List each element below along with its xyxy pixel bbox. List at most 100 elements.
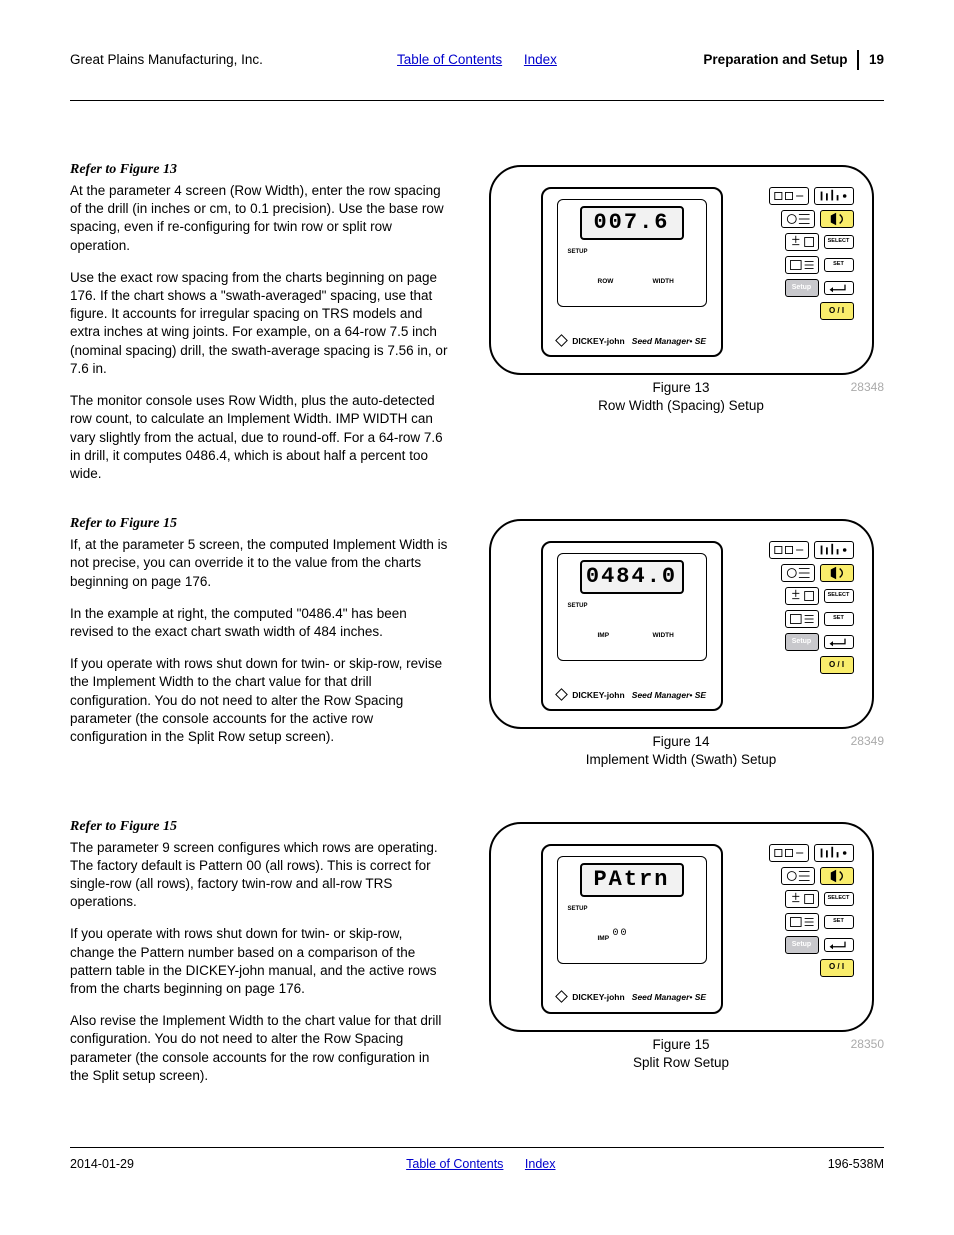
device-screen-inner: 007.6 SETUP ROW WIDTH <box>557 199 707 307</box>
brand-logo-icon <box>555 334 568 347</box>
device-keypad: SELECT SET Setup O / I <box>762 541 854 674</box>
page-footer: 2014-01-29 Table of Contents Index 196-5… <box>70 1147 884 1173</box>
keypad-button-alarm-icon <box>781 867 815 885</box>
brand-sub: Seed Manager• SE <box>632 690 706 700</box>
keypad-button-setup: Setup <box>785 936 819 954</box>
page-content: Refer to Figure 13 At the parameter 4 sc… <box>70 161 884 1117</box>
keypad-button-alarm-icon <box>781 564 815 582</box>
keypad-button-display-icon <box>785 913 819 931</box>
brand-main: DICKEY-john <box>572 992 624 1002</box>
keypad-button-seed-icon <box>769 844 809 862</box>
section-row-width: Refer to Figure 13 At the parameter 4 sc… <box>70 161 884 497</box>
brand-main: DICKEY-john <box>572 336 624 346</box>
device-keypad: SELECT SET Setup O / I <box>762 187 854 320</box>
keypad-button-select: SELECT <box>824 235 854 249</box>
keypad-button-display-icon <box>785 610 819 628</box>
brand-main: DICKEY-john <box>572 690 624 700</box>
device-brand: DICKEY-john Seed Manager• SE <box>543 336 721 347</box>
setup-label: SETUP <box>568 248 588 256</box>
index-link-top[interactable]: Index <box>524 52 557 67</box>
keypad-button-power: O / I <box>820 302 854 320</box>
keypad-button-calc-icon <box>785 233 819 251</box>
device-figure-15: PAtrn SETUP IMP 00 DICKEY-john Seed Mana… <box>489 822 874 1032</box>
keypad-button-set: SET <box>824 915 854 929</box>
refer-heading: Refer to Figure 15 <box>70 818 450 837</box>
body-paragraph: If you operate with rows shut down for t… <box>70 925 450 998</box>
keypad-button-enter-icon <box>824 938 854 952</box>
footer-date: 2014-01-29 <box>70 1156 134 1173</box>
setup-label: SETUP <box>568 602 588 610</box>
footer-doc-number: 196-538M <box>828 1156 884 1173</box>
device-screen-frame: PAtrn SETUP IMP 00 DICKEY-john Seed Mana… <box>541 844 723 1014</box>
device-brand: DICKEY-john Seed Manager• SE <box>543 690 721 701</box>
keypad-button-setup: Setup <box>785 633 819 651</box>
display-label-left: IMP <box>598 935 610 944</box>
brand-sub: Seed Manager• SE <box>632 336 706 346</box>
keypad-button-bars-icon <box>814 844 854 862</box>
figure-title: Split Row Setup <box>633 1055 729 1070</box>
display-label-left: ROW <box>598 278 614 287</box>
body-paragraph: The parameter 9 screen configures which … <box>70 839 450 912</box>
device-figure-13: 007.6 SETUP ROW WIDTH DICKEY-john Seed M… <box>489 165 874 375</box>
brand-logo-icon <box>555 991 568 1004</box>
refer-heading: Refer to Figure 15 <box>70 515 450 534</box>
keypad-button-display-icon <box>785 256 819 274</box>
figure-caption: Figure 14 28349 Implement Width (Swath) … <box>478 733 884 769</box>
toc-link-top[interactable]: Table of Contents <box>397 52 502 67</box>
keypad-button-set: SET <box>824 612 854 626</box>
header-section-title: Preparation and Setup <box>703 51 847 69</box>
figure-number: Figure 13 <box>652 380 709 395</box>
keypad-button-speaker-icon <box>820 867 854 885</box>
keypad-button-select: SELECT <box>824 589 854 603</box>
device-screen-inner: 0484.0 SETUP IMP WIDTH <box>557 553 707 661</box>
keypad-button-seed-icon <box>769 541 809 559</box>
keypad-button-enter-icon <box>824 635 854 649</box>
keypad-button-enter-icon <box>824 281 854 295</box>
figure-id: 28349 <box>851 733 884 749</box>
page-header: Great Plains Manufacturing, Inc. Table o… <box>70 50 884 101</box>
keypad-button-setup: Setup <box>785 279 819 297</box>
device-figure-14: 0484.0 SETUP IMP WIDTH DICKEY-john Seed … <box>489 519 874 729</box>
keypad-button-speaker-icon <box>820 210 854 228</box>
device-screen-inner: PAtrn SETUP IMP 00 <box>557 856 707 964</box>
body-paragraph: Use the exact row spacing from the chart… <box>70 269 450 378</box>
device-display: 007.6 <box>580 206 684 240</box>
section-implement-width: Refer to Figure 15 If, at the parameter … <box>70 515 884 769</box>
display-sub-value: 00 <box>613 927 629 941</box>
figure-number: Figure 14 <box>652 734 709 749</box>
setup-label: SETUP <box>568 905 588 913</box>
header-divider <box>857 50 859 70</box>
body-paragraph: In the example at right, the computed "0… <box>70 605 450 641</box>
body-paragraph: At the parameter 4 screen (Row Width), e… <box>70 182 450 255</box>
brand-sub: Seed Manager• SE <box>632 992 706 1002</box>
keypad-button-set: SET <box>824 258 854 272</box>
index-link-bottom[interactable]: Index <box>525 1157 556 1171</box>
refer-heading: Refer to Figure 13 <box>70 161 450 180</box>
header-company: Great Plains Manufacturing, Inc. <box>70 51 341 69</box>
device-display: PAtrn <box>580 863 684 897</box>
keypad-button-power: O / I <box>820 959 854 977</box>
display-label-right: WIDTH <box>653 278 674 287</box>
figure-caption: Figure 15 28350 Split Row Setup <box>478 1036 884 1072</box>
figure-number: Figure 15 <box>652 1037 709 1052</box>
toc-link-bottom[interactable]: Table of Contents <box>406 1157 503 1171</box>
figure-title: Implement Width (Swath) Setup <box>586 752 777 767</box>
device-display: 0484.0 <box>580 560 684 594</box>
body-paragraph: The monitor console uses Row Width, plus… <box>70 392 450 483</box>
display-label-right: WIDTH <box>653 632 674 641</box>
section-split-row: Refer to Figure 15 The parameter 9 scree… <box>70 818 884 1100</box>
figure-id: 28350 <box>851 1036 884 1052</box>
device-screen-frame: 007.6 SETUP ROW WIDTH DICKEY-john Seed M… <box>541 187 723 357</box>
keypad-button-calc-icon <box>785 587 819 605</box>
body-paragraph: Also revise the Implement Width to the c… <box>70 1012 450 1085</box>
brand-logo-icon <box>555 688 568 701</box>
keypad-button-power: O / I <box>820 656 854 674</box>
body-paragraph: If you operate with rows shut down for t… <box>70 655 450 746</box>
figure-title: Row Width (Spacing) Setup <box>598 398 764 413</box>
keypad-button-alarm-icon <box>781 210 815 228</box>
keypad-button-select: SELECT <box>824 892 854 906</box>
keypad-button-speaker-icon <box>820 564 854 582</box>
figure-id: 28348 <box>851 379 884 395</box>
body-paragraph: If, at the parameter 5 screen, the compu… <box>70 536 450 591</box>
device-keypad: SELECT SET Setup O / I <box>762 844 854 977</box>
